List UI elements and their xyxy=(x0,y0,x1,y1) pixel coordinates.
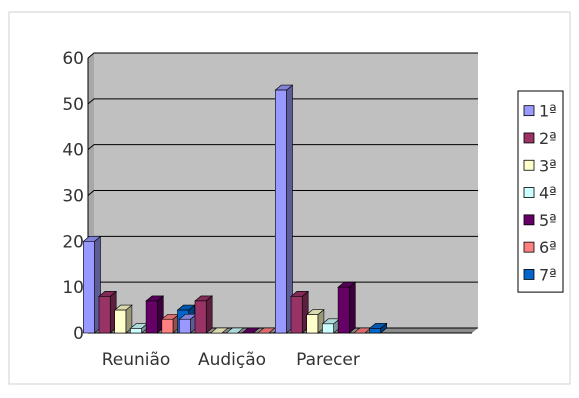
y-tick-label: 30 xyxy=(62,187,84,207)
x-tick-label: Reunião xyxy=(102,350,171,370)
gridline xyxy=(87,52,478,59)
bar xyxy=(82,235,102,334)
y-tick-label: 0 xyxy=(73,324,84,344)
y-tick-label: 60 xyxy=(62,49,84,69)
x-tick-label: Audição xyxy=(198,350,266,370)
x-tick-label: Parecer xyxy=(296,350,360,370)
gridline xyxy=(87,98,478,105)
gridline xyxy=(87,144,478,151)
legend-label: 4ª xyxy=(539,184,557,203)
y-tick-label: 10 xyxy=(62,278,84,298)
bar xyxy=(98,290,118,334)
bar xyxy=(178,313,198,334)
legend-item: 3ª xyxy=(523,156,557,175)
bar xyxy=(225,327,245,334)
legend-item: 4ª xyxy=(523,184,557,203)
legend-item: 1ª xyxy=(523,102,557,121)
bar xyxy=(145,295,165,334)
legend-label: 2ª xyxy=(539,129,557,148)
y-tick-label: 50 xyxy=(62,95,84,115)
legend-item: 6ª xyxy=(523,238,557,257)
legend-swatch xyxy=(523,105,535,117)
bars xyxy=(82,84,388,334)
bar xyxy=(241,327,261,334)
gridline xyxy=(87,190,478,196)
legend-item: 7ª xyxy=(523,265,557,284)
legend-swatch xyxy=(523,269,535,280)
x-axis: Reunião Audição Parecer xyxy=(102,350,360,370)
y-tick-label: 40 xyxy=(62,141,84,161)
legend-label: 5ª xyxy=(539,211,557,230)
legend-label: 1ª xyxy=(539,102,557,121)
bar xyxy=(209,327,229,334)
legend-label: 6ª xyxy=(539,238,557,257)
legend-swatch xyxy=(523,187,535,198)
bar xyxy=(113,304,133,334)
bar xyxy=(368,322,388,334)
bar xyxy=(305,309,325,334)
legend-label: 7ª xyxy=(539,265,557,284)
legend-item: 5ª xyxy=(523,211,557,230)
bar xyxy=(194,295,214,334)
y-tick-label: 20 xyxy=(62,232,84,252)
legend-swatch xyxy=(523,159,535,171)
legend-swatch xyxy=(523,241,535,253)
legend-item: 2ª xyxy=(523,129,557,148)
bar xyxy=(337,281,357,334)
bar xyxy=(290,290,310,334)
bar xyxy=(274,84,294,334)
bar xyxy=(160,313,180,334)
legend-swatch xyxy=(523,132,535,144)
legend-label: 3ª xyxy=(539,156,557,175)
legend: 1ª 2ª 3ª 4ª 5ª 6ª 7ª xyxy=(517,90,564,293)
legend-swatch xyxy=(523,214,535,226)
